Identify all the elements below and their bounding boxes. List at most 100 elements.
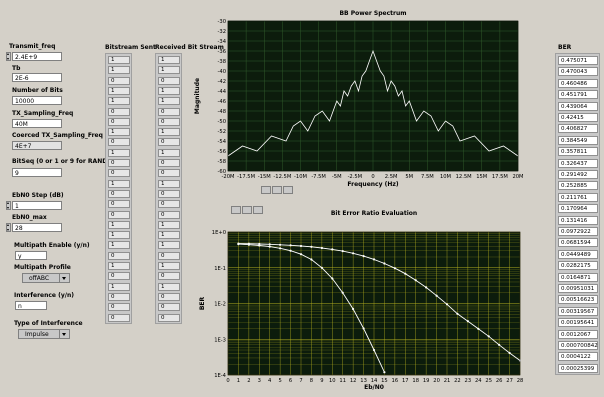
bitstream-sent-element[interactable]: 0 (108, 138, 130, 147)
ber-element[interactable]: 0.211761 (558, 192, 598, 202)
ebn0-step-field[interactable]: 1 (12, 201, 62, 210)
cursor-tool-icon[interactable] (231, 206, 241, 214)
received-bit-element[interactable]: 0 (158, 313, 180, 322)
ber-element[interactable]: 0.000700842 (558, 341, 598, 350)
ber-element[interactable]: 0.170964 (558, 204, 598, 214)
transmit-freq-field[interactable]: 2.4E+9 (12, 52, 62, 61)
received-bit-element[interactable]: 0 (158, 76, 180, 85)
ber-element[interactable]: 0.00195641 (558, 318, 598, 328)
ber-element[interactable]: 0.0972922 (558, 227, 598, 236)
bitstream-sent-element[interactable]: 0 (108, 292, 130, 301)
interference-type-ring[interactable]: Impulse (18, 329, 70, 339)
ber-element[interactable]: 0.406827 (558, 124, 598, 134)
ber-element[interactable]: 0.131416 (558, 215, 598, 225)
ebn0-max-field[interactable]: 28 (12, 223, 62, 232)
bitstream-sent-element[interactable]: 0 (108, 200, 130, 209)
zoom-tool-icon[interactable] (242, 206, 252, 214)
multipath-enable-field[interactable]: y (15, 251, 47, 260)
bitstream-sent-element[interactable]: 1 (108, 231, 130, 240)
ber-element[interactable]: 0.0282175 (558, 261, 598, 271)
ber-element[interactable]: 0.384549 (558, 135, 598, 145)
received-bit-element[interactable]: 0 (158, 210, 180, 219)
received-bit-element[interactable]: 1 (158, 231, 180, 240)
ber-element[interactable]: 0.357811 (558, 147, 598, 157)
bitstream-sent-element[interactable]: 0 (108, 189, 130, 198)
bitstream-sent-element[interactable]: 0 (108, 272, 130, 281)
ber-element[interactable]: 0.0164871 (558, 272, 598, 282)
ber-element[interactable]: 0.00951031 (558, 284, 598, 293)
bitstream-sent-element[interactable]: 1 (108, 66, 130, 75)
received-bit-element[interactable]: 1 (158, 262, 180, 270)
ber-element[interactable]: 0.451791 (558, 90, 598, 100)
bitstream-sent-element[interactable]: 1 (108, 282, 130, 291)
bitstream-sent-element[interactable]: 1 (108, 86, 130, 95)
received-bit-element[interactable]: 1 (158, 282, 180, 291)
received-bit-element[interactable]: 0 (158, 189, 180, 198)
bitstream-sent-element[interactable]: 1 (108, 148, 130, 157)
bitstream-sent-element[interactable]: 0 (108, 117, 130, 126)
received-bit-element[interactable]: 1 (158, 220, 180, 229)
ber-element[interactable]: 0.252885 (558, 181, 598, 191)
num-bits-field[interactable]: 10000 (12, 96, 62, 105)
bitstream-sent-element[interactable]: 0 (108, 303, 130, 312)
bitstream-sent-element[interactable]: 1 (108, 241, 130, 250)
received-bit-element[interactable]: 0 (158, 200, 180, 209)
bitstream-sent-element[interactable]: 0 (108, 159, 130, 167)
received-bit-element[interactable]: 0 (158, 138, 180, 147)
ber-element[interactable]: 0.439064 (558, 101, 598, 111)
pan-tool-icon[interactable] (283, 186, 293, 194)
received-bit-element[interactable]: 0 (158, 292, 180, 301)
ber-element[interactable]: 0.460486 (558, 78, 598, 88)
pan-tool-icon[interactable] (253, 206, 263, 214)
bitstream-sent-element[interactable]: 1 (108, 220, 130, 229)
multipath-profile-ring[interactable]: offABC (22, 273, 70, 283)
ber-element[interactable]: 0.475071 (558, 56, 598, 65)
received-bit-element[interactable]: 1 (158, 241, 180, 250)
received-bit-element[interactable]: 0 (158, 169, 180, 178)
bitstream-sent-element[interactable]: 0 (108, 107, 130, 116)
received-bit-element[interactable]: 0 (158, 159, 180, 167)
received-bit-element[interactable]: 0 (158, 251, 180, 260)
bitstream-sent-element[interactable]: 0 (108, 251, 130, 260)
ber-element[interactable]: 0.0004122 (558, 352, 598, 362)
ber-element[interactable]: 0.0681594 (558, 238, 598, 248)
ber-element[interactable]: 0.470043 (558, 67, 598, 77)
received-bit-element[interactable]: 1 (158, 66, 180, 75)
ebn0-step-spinner[interactable] (6, 201, 11, 210)
received-bit-element[interactable]: 0 (158, 107, 180, 116)
bitstream-sent-element[interactable]: 1 (108, 128, 130, 137)
bitstream-sent-element[interactable]: 1 (108, 97, 130, 106)
ber-array[interactable]: 0.475071 0.470043 0.460486 0.451791 0.439064… (555, 53, 600, 375)
ber-element[interactable]: 0.0449489 (558, 249, 598, 259)
bitstream-sent-element[interactable]: 1 (108, 262, 130, 270)
tb-field[interactable]: 2E-6 (12, 73, 62, 82)
received-bit-element[interactable]: 1 (158, 179, 180, 188)
ber-element[interactable]: 0.42415 (558, 113, 598, 122)
zoom-tool-icon[interactable] (272, 186, 282, 194)
ber-element[interactable]: 0.00025399 (558, 363, 598, 373)
tx-sampling-freq-field[interactable]: 40M (12, 119, 62, 128)
ebn0-max-spinner[interactable] (6, 223, 11, 232)
received-bit-element[interactable]: 0 (158, 117, 180, 126)
ber-element[interactable]: 0.326437 (558, 158, 598, 168)
ber-element[interactable]: 0.00516623 (558, 295, 598, 305)
received-bit-element[interactable]: 0 (158, 272, 180, 281)
ber-element[interactable]: 0.00319567 (558, 306, 598, 316)
received-bit-element[interactable]: 1 (158, 97, 180, 106)
interference-field[interactable]: n (15, 301, 47, 310)
cursor-tool-icon[interactable] (261, 186, 271, 194)
received-bit-element[interactable]: 0 (158, 303, 180, 312)
bitstream-sent-element[interactable]: 0 (108, 76, 130, 85)
bitstream-sent-element[interactable]: 1 (108, 56, 130, 64)
bitstream-sent-element[interactable]: 0 (108, 169, 130, 178)
ber-element[interactable]: 0.291492 (558, 170, 598, 179)
received-bit-element[interactable]: 1 (158, 148, 180, 157)
received-bit-element[interactable]: 1 (158, 56, 180, 64)
received-bit-element[interactable]: 1 (158, 128, 180, 137)
bitstream-sent-element[interactable]: 0 (108, 210, 130, 219)
bitseq-field[interactable]: 9 (12, 168, 62, 177)
transmit-freq-spinner[interactable] (6, 52, 11, 61)
received-bit-element[interactable]: 1 (158, 86, 180, 95)
